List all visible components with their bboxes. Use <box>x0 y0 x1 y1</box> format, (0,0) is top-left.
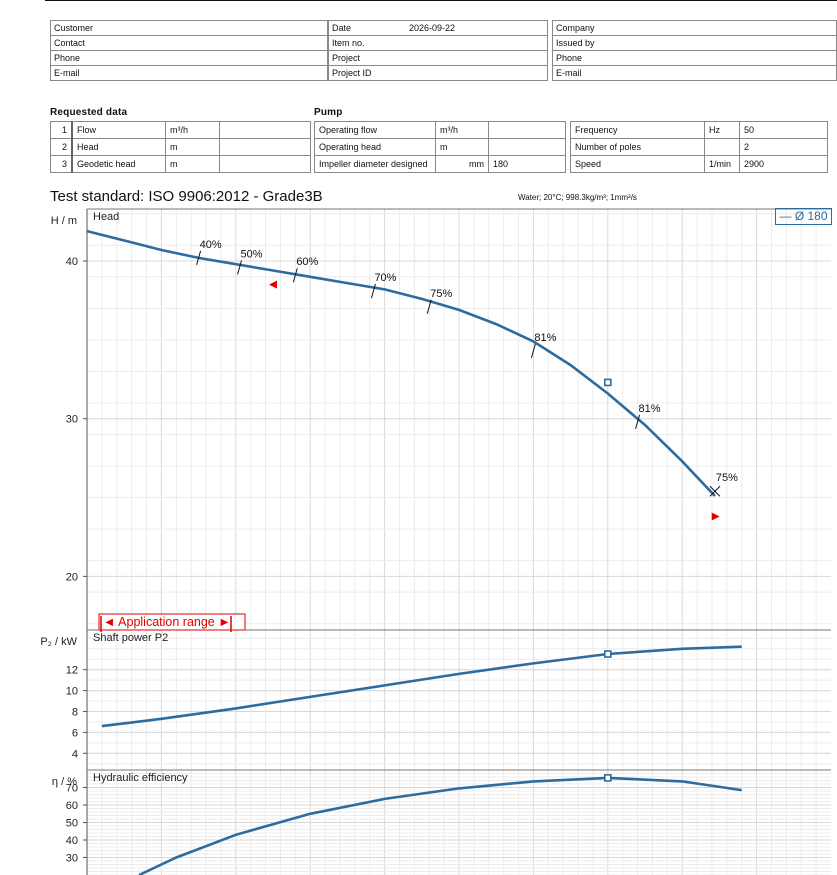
efficiency-panel-label: Hydraulic efficiency <box>93 772 188 784</box>
efficiency-axis-label: η / % <box>52 776 77 788</box>
requested-data-title: Requested data <box>50 107 128 118</box>
efficiency-duty-point <box>603 774 612 782</box>
power-y-tick-label: 4 <box>72 748 78 760</box>
efficiency-label: 60% <box>296 256 318 268</box>
table-row: Speed 1/min 2900 <box>570 155 828 173</box>
top-rule <box>45 0 837 1</box>
application-range-box <box>98 613 246 631</box>
head-axis-label: H / m <box>51 215 77 227</box>
project-id-label: Project ID <box>328 65 548 81</box>
power-curve <box>101 645 742 728</box>
efficiency-y-tick-label: 70 <box>66 783 78 795</box>
power-y-tick-label: 8 <box>72 706 78 718</box>
company-table: Company Issued by Phone E-mail <box>552 20 837 81</box>
table-row: 1 Flow m³/h <box>50 121 311 139</box>
row-value: 180 <box>488 155 566 173</box>
pump-operating-table: Operating flow m³/h Operating head m Imp… <box>314 121 566 173</box>
fluid-conditions: Water; 20°C; 998.3kg/m³; 1mm²/s <box>518 193 637 202</box>
efficiency-y-tick-label: 40 <box>66 835 78 847</box>
efficiency-label: 40% <box>200 239 222 251</box>
requested-data-table: 1 Flow m³/h 2 Head m 3 Geodetic head m <box>50 121 311 173</box>
head-y-tick-label: 30 <box>66 414 78 426</box>
power-y-tick-label: 6 <box>72 727 78 739</box>
head-panel-label: Head <box>93 211 119 223</box>
efficiency-mark <box>370 283 376 299</box>
efficiency-label: 50% <box>241 248 263 260</box>
company-email-label: E-mail <box>552 65 837 81</box>
efficiency-y-tick-label: 30 <box>66 853 78 865</box>
efficiency-mark <box>426 299 432 314</box>
efficiency-y-tick-label: 50 <box>66 818 78 830</box>
row-value: 2900 <box>739 155 828 173</box>
efficiency-label: 75% <box>716 472 738 484</box>
table-row: Frequency Hz 50 <box>570 121 828 139</box>
row-value <box>219 155 311 173</box>
head-curve <box>86 229 716 497</box>
table-row: 3 Geodetic head m <box>50 155 311 173</box>
date-label: Date <box>332 23 352 33</box>
efficiency-mark <box>709 485 721 497</box>
power-duty-point <box>603 650 612 658</box>
efficiency-label: 75% <box>430 288 452 300</box>
efficiency-curve <box>138 776 742 875</box>
email-label: E-mail <box>50 65 328 81</box>
application-range-end-marker <box>711 512 720 521</box>
pump-motor-table: Frequency Hz 50 Number of poles 2 Speed … <box>570 121 828 173</box>
efficiency-mark <box>530 343 536 359</box>
efficiency-label: 81% <box>534 332 556 344</box>
application-range-label: ◄ Application range ► <box>103 615 231 629</box>
row-unit: mm <box>435 155 489 173</box>
row-number: 2 <box>50 138 73 156</box>
table-row: Operating flow m³/h <box>314 121 566 139</box>
efficiency-y-tick-label: 60 <box>66 800 78 812</box>
date-value: 2026-09-22 <box>409 23 456 33</box>
power-axis-label: P₂ / kW <box>40 636 77 648</box>
row-number: 3 <box>50 155 73 173</box>
efficiency-mark <box>196 250 202 266</box>
application-range-start-marker <box>269 280 277 289</box>
efficiency-mark <box>237 260 243 275</box>
head-duty-point <box>603 378 612 387</box>
power-y-tick-label: 10 <box>66 686 78 698</box>
power-panel-label: Shaft power P2 <box>93 632 168 644</box>
table-row: Impeller diameter designed mm 180 <box>314 155 566 173</box>
table-row: Operating head m <box>314 138 566 156</box>
legend-impeller-diameter: — Ø 180 <box>775 208 832 225</box>
test-standard-title: Test standard: ISO 9906:2012 - Grade3B <box>50 188 323 205</box>
efficiency-mark <box>292 268 298 283</box>
head-y-tick-label: 40 <box>66 256 78 268</box>
efficiency-label: 81% <box>639 403 661 415</box>
table-row: 2 Head m <box>50 138 311 156</box>
head-y-tick-label: 20 <box>66 571 78 583</box>
efficiency-label: 70% <box>374 272 396 284</box>
efficiency-mark <box>635 414 641 430</box>
pump-title: Pump <box>314 107 343 118</box>
power-y-tick-label: 12 <box>66 665 78 677</box>
project-table: Date 2026-09-22 Item no. Project Project … <box>328 20 548 81</box>
customer-table: Customer Contact Phone E-mail <box>50 20 328 81</box>
